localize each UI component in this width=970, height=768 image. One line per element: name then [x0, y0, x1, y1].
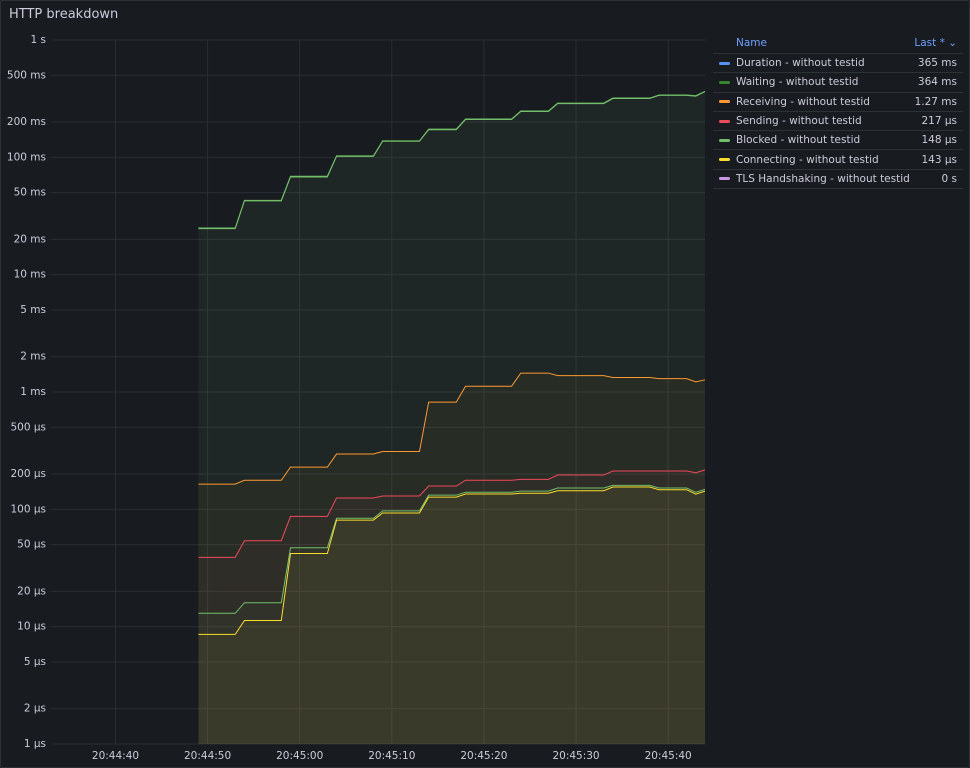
panel-title: HTTP breakdown [9, 7, 119, 22]
legend-last: 365 ms [917, 57, 957, 70]
y-tick-label: 200 ms [7, 116, 46, 128]
series-line [198, 91, 706, 230]
legend-swatch [719, 61, 730, 65]
legend-header-last[interactable]: Last * ⌄ [914, 37, 957, 49]
y-tick-label: 10 µs [17, 621, 46, 633]
legend-name: Blocked - without testid [736, 134, 861, 147]
legend-name: Sending - without testid [736, 115, 862, 128]
series-line [198, 486, 706, 635]
legend-name: Receiving - without testid [736, 95, 870, 108]
y-tick-label: 2 µs [24, 703, 46, 715]
legend-last: 0 s [941, 172, 958, 185]
area-fill [198, 91, 705, 744]
legend-swatch [719, 177, 730, 181]
y-tick-label: 1 µs [24, 738, 46, 750]
y-tick-label: 5 µs [24, 656, 46, 668]
legend-last: 143 µs [921, 153, 957, 166]
legend-swatch [719, 100, 730, 104]
y-tick-label: 200 µs [10, 468, 46, 480]
area-fill [198, 91, 705, 744]
legend-row[interactable]: Duration - without testid 365 ms [713, 54, 963, 74]
x-tick-label: 20:45:20 [460, 750, 507, 762]
legend-row[interactable]: TLS Handshaking - without testid 0 s [713, 170, 963, 190]
x-tick-label: 20:45:30 [552, 750, 599, 762]
y-tick-label: 1 ms [20, 386, 46, 398]
y-tick-label: 500 µs [10, 421, 46, 433]
legend-header: Name Last * ⌄ [713, 33, 963, 54]
y-tick-label: 20 ms [14, 233, 46, 245]
legend-row[interactable]: Sending - without testid 217 µs [713, 112, 963, 132]
legend-header-last-text[interactable]: Last * [914, 37, 945, 49]
y-tick-label: 10 ms [14, 269, 46, 281]
legend-last: 364 ms [917, 76, 957, 89]
series-line [198, 484, 706, 614]
legend-name: Waiting - without testid [736, 76, 859, 89]
legend-name: Connecting - without testid [736, 153, 879, 166]
legend-swatch [719, 80, 730, 84]
x-tick-label: 20:45:40 [645, 750, 692, 762]
y-tick-label: 50 µs [17, 539, 46, 551]
y-tick-label: 50 ms [14, 187, 46, 199]
y-tick-label: 1 s [31, 34, 47, 46]
legend-row[interactable]: Connecting - without testid 143 µs [713, 150, 963, 170]
series-line [198, 469, 706, 558]
legend-row[interactable]: Waiting - without testid 364 ms [713, 73, 963, 93]
x-tick-label: 20:44:50 [184, 750, 231, 762]
y-tick-label: 5 ms [20, 304, 46, 316]
legend-row[interactable]: Receiving - without testid 1.27 ms [713, 93, 963, 112]
legend-swatch [719, 158, 730, 162]
area-fill [198, 469, 705, 744]
series-line [198, 372, 706, 485]
legend-swatch [719, 119, 730, 123]
y-tick-label: 500 ms [7, 69, 46, 81]
legend-row[interactable]: Blocked - without testid 148 µs [713, 131, 963, 151]
legend-last: 1.27 ms [914, 95, 957, 108]
y-tick-label: 100 µs [10, 503, 46, 515]
legend-last: 148 µs [921, 134, 957, 147]
legend-name: TLS Handshaking - without testid [736, 172, 910, 185]
y-tick-label: 100 ms [7, 151, 46, 163]
y-tick-label: 2 ms [20, 351, 46, 363]
legend-last: 217 µs [921, 115, 957, 128]
x-tick-label: 20:45:10 [368, 750, 415, 762]
area-fill [198, 373, 705, 744]
legend-header-name[interactable]: Name [736, 37, 767, 49]
area-fill [198, 485, 705, 744]
legend-swatch [719, 138, 730, 142]
legend: Name Last * ⌄ Duration - without testid 3… [713, 33, 963, 190]
x-tick-label: 20:45:00 [276, 750, 323, 762]
y-tick-label: 20 µs [17, 585, 46, 597]
area-fill [198, 487, 705, 744]
x-tick-label: 20:44:40 [92, 750, 139, 762]
legend-name: Duration - without testid [736, 57, 865, 70]
